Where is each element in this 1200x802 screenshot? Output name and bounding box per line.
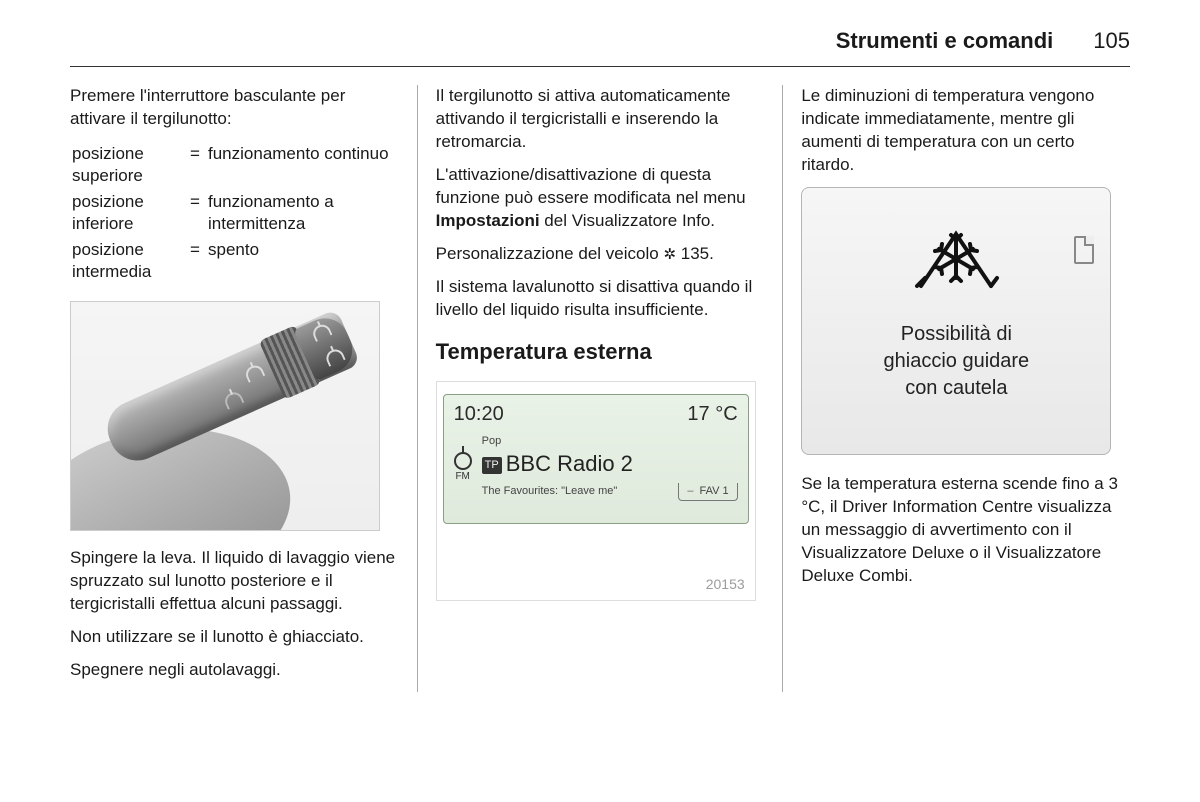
station-name: TPBBC Radio 2: [482, 449, 738, 479]
cross-ref: Personalizzazione del veicolo ✲ 135.: [436, 243, 765, 266]
warn-line: con cautela: [820, 375, 1092, 402]
warning-display: Possibilità di ghiaccio guidare con caut…: [801, 187, 1111, 455]
table-row: posizione superiore = funzionamento cont…: [72, 143, 397, 189]
manual-page: Strumenti e comandi 105 Premere l'interr…: [0, 0, 1200, 712]
table-row: posizione inferiore = funzionamento a in…: [72, 191, 397, 237]
equals: =: [184, 143, 206, 189]
info-display-figure: 10:20 17 °C FM Pop TPBBC Radio 2: [436, 381, 756, 601]
body-text: L'attivazione/disattivazione di questa f…: [436, 164, 765, 233]
table-row: posizione intermedia = spento: [72, 239, 397, 285]
page-indicator-icon: [1074, 236, 1094, 264]
body-text: Non utilizzare se il lunotto è ghiacciat…: [70, 626, 399, 649]
display-sub-row: The Favourites: "Leave me" FAV 1: [482, 483, 738, 501]
antenna-icon: [454, 452, 472, 470]
ref-text: Personalizzazione del veicolo: [436, 244, 659, 263]
favorite-tab: FAV 1: [678, 483, 737, 501]
warn-line: ghiaccio guidare: [820, 348, 1092, 375]
reference-arrow-icon: ✲: [663, 245, 676, 265]
display-top-row: 10:20 17 °C: [454, 401, 738, 428]
snowflake-icon: [911, 216, 1001, 296]
wiper-icon: [310, 322, 332, 342]
body-text: Spingere la leva. Il liquido di lavaggio…: [70, 547, 399, 616]
page-number: 105: [1093, 28, 1130, 54]
body-text: Il tergilunotto si attiva automaticament…: [436, 85, 765, 154]
warn-line: Possibilità di: [820, 321, 1092, 348]
ref-page: 135.: [681, 244, 714, 263]
menu-name: Impostazioni: [436, 211, 540, 230]
figure-id: 20153: [706, 575, 745, 594]
display-screen: 10:20 17 °C FM Pop TPBBC Radio 2: [443, 394, 749, 524]
equals: =: [184, 239, 206, 285]
band-label: FM: [455, 470, 469, 484]
display-main: FM Pop TPBBC Radio 2 The Favourites: "Le…: [454, 434, 738, 500]
pos-key: posizione superiore: [72, 143, 182, 189]
section-title: Strumenti e comandi: [836, 28, 1054, 54]
text-part: del Visualizzatore Info.: [540, 211, 715, 230]
now-playing: The Favourites: "Leave me": [482, 484, 618, 499]
pos-val: spento: [208, 239, 397, 285]
warning-text: Possibilità di ghiaccio guidare con caut…: [820, 321, 1092, 402]
page-header: Strumenti e comandi 105: [70, 28, 1130, 67]
lever-illustration: [70, 301, 380, 531]
body-text: Le diminuzioni di temperatura vengono in…: [801, 85, 1130, 177]
outside-temp: 17 °C: [687, 401, 737, 428]
body-text: Spegnere negli autolavaggi.: [70, 659, 399, 682]
column-2: Il tergilunotto si attiva automaticament…: [418, 85, 784, 692]
wiper-icon: [324, 347, 346, 367]
column-3: Le diminuzioni di temperatura vengono in…: [783, 85, 1130, 692]
wiper-icon: [243, 363, 265, 383]
intro-text: Premere l'interruttore basculante per at…: [70, 85, 399, 131]
pos-val: funzionamento a intermittenza: [208, 191, 397, 237]
wiper-icon: [222, 390, 244, 410]
section-heading: Temperatura esterna: [436, 337, 765, 367]
position-table: posizione superiore = funzionamento cont…: [70, 141, 399, 288]
tp-badge: TP: [482, 457, 502, 474]
fm-indicator: FM: [454, 452, 472, 484]
pos-key: posizione intermedia: [72, 239, 182, 285]
body-text: Il sistema lavalunotto si disattiva quan…: [436, 276, 765, 322]
equals: =: [184, 191, 206, 237]
station-text: BBC Radio 2: [506, 451, 633, 476]
body-text: Se la temperatura esterna scende fino a …: [801, 473, 1130, 588]
pos-key: posizione inferiore: [72, 191, 182, 237]
content-columns: Premere l'interruttore basculante per at…: [70, 85, 1130, 692]
station-info: Pop TPBBC Radio 2 The Favourites: "Leave…: [482, 434, 738, 500]
column-1: Premere l'interruttore basculante per at…: [70, 85, 418, 692]
pos-val: funzionamento continuo: [208, 143, 397, 189]
genre-label: Pop: [482, 434, 738, 449]
text-part: L'attivazione/disattivazione di questa f…: [436, 165, 746, 207]
clock-time: 10:20: [454, 401, 504, 428]
